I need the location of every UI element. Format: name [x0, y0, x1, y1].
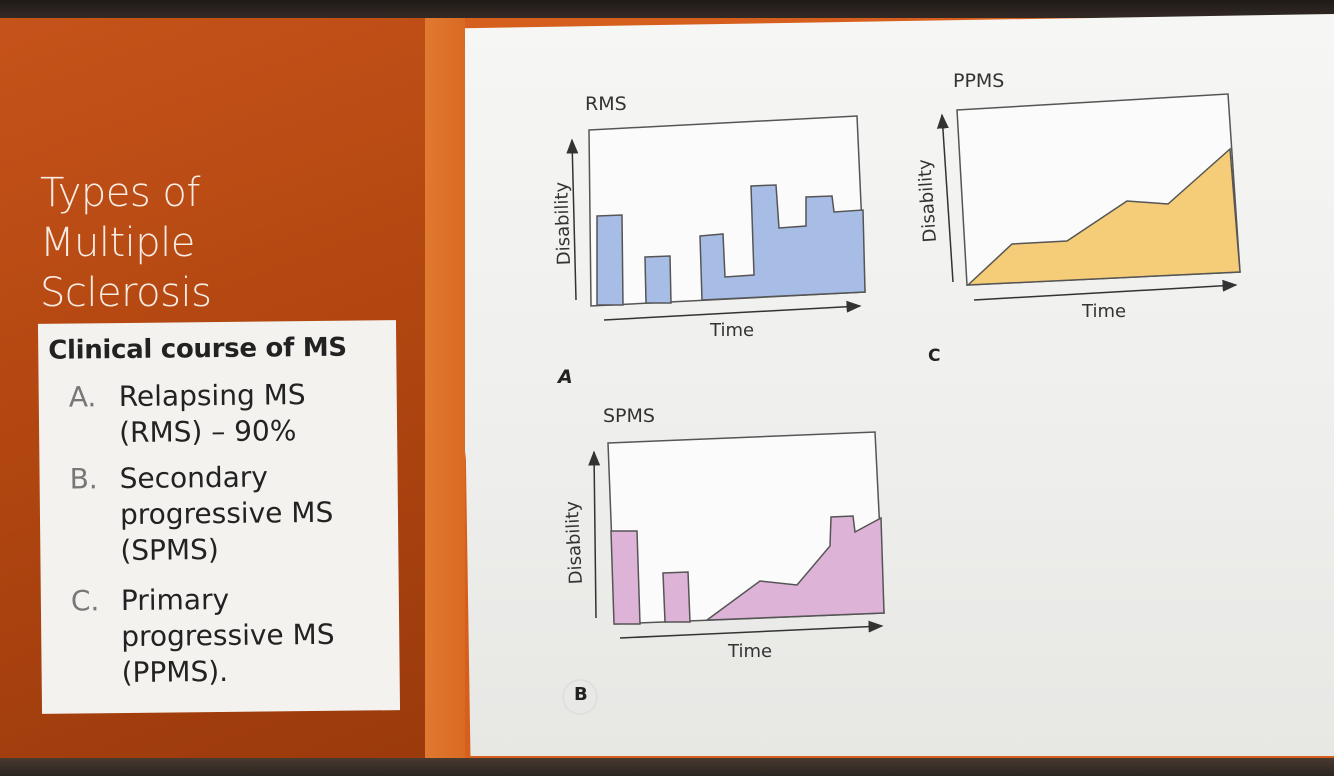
title-line-1: Types of	[40, 170, 200, 216]
panel-rms: RMS Disability Time	[551, 93, 866, 341]
ylabel-ppms: Disability	[914, 158, 941, 243]
x-axis-spms	[619, 620, 884, 639]
panel-letter-a: A	[556, 366, 573, 388]
panel-title-spms: SPMS	[603, 405, 655, 427]
slide-title: Types of Multiple Sclerosis	[40, 168, 360, 318]
xlabel-spms: Time	[727, 641, 772, 662]
panel-letter-b-circle	[562, 679, 598, 715]
panel-letter-c: C	[928, 346, 940, 366]
ylabel-spms: Disability	[562, 500, 587, 585]
ppms-progression	[965, 147, 1241, 286]
spms-progression	[704, 515, 885, 621]
accent-stripe	[425, 18, 465, 758]
title-line-3: Sclerosis	[40, 270, 212, 316]
x-axis-rms	[603, 300, 862, 321]
y-axis-ppms	[936, 113, 954, 283]
panel-ppms: PPMS Disability Time	[914, 70, 1241, 322]
xlabel-rms: Time	[709, 320, 754, 341]
title-line-2: Multiple	[40, 220, 195, 266]
xlabel-ppms: Time	[1081, 301, 1126, 322]
rms-relapse-2	[644, 255, 672, 304]
rms-relapse-1	[596, 214, 624, 306]
spms-relapse-2	[662, 571, 691, 623]
spms-relapse-1	[610, 530, 641, 625]
x-axis-ppms	[973, 279, 1238, 301]
y-axis-spms	[588, 450, 601, 619]
panel-title-ppms: PPMS	[953, 70, 1004, 92]
y-axis-rms	[566, 138, 579, 301]
monitor-bezel-bottom	[0, 758, 1334, 776]
panel-spms: SPMS Disability Time	[562, 405, 885, 662]
panel-letter-b: B	[574, 684, 588, 705]
ylabel-rms: Disability	[551, 181, 575, 265]
rms-relapses-late	[699, 184, 866, 301]
panel-title-rms: RMS	[585, 93, 627, 115]
